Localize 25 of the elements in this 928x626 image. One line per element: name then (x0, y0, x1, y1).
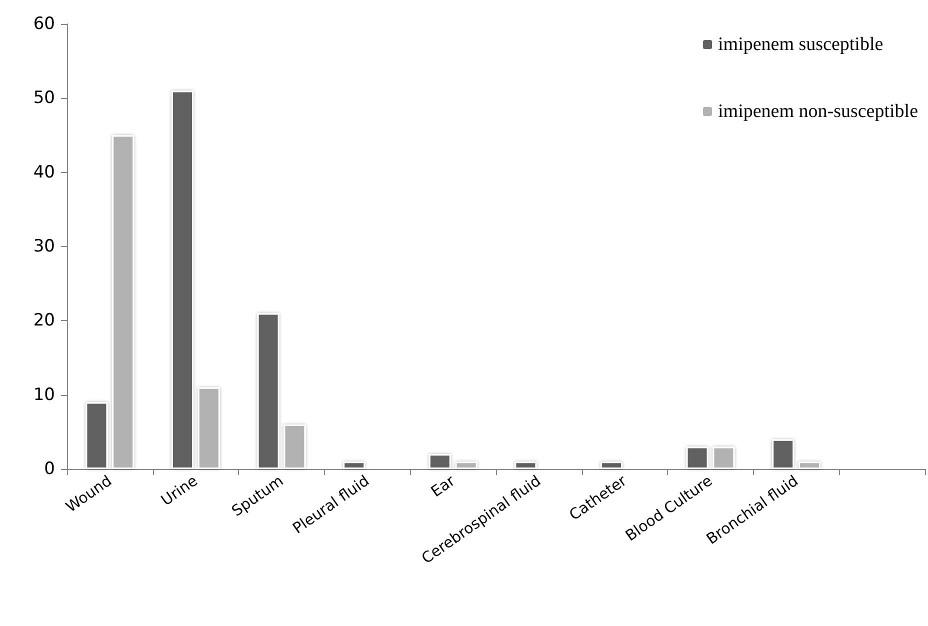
y-tick-label: 40 (33, 162, 55, 182)
bar (798, 462, 820, 469)
bar (600, 462, 622, 469)
bar (455, 462, 478, 469)
bar (772, 439, 794, 469)
bar (514, 462, 537, 469)
bar (712, 446, 735, 469)
bar (198, 387, 220, 469)
legend-label: imipenem non-susceptible (718, 101, 918, 122)
bar (112, 135, 134, 469)
bar (172, 90, 194, 469)
bar (428, 454, 451, 469)
y-tick-label: 0 (44, 459, 55, 479)
x-tick-label: Ear (428, 471, 459, 501)
y-tick-label: 10 (33, 384, 55, 405)
legend-label: imipenem susceptible (718, 34, 884, 55)
y-tick-label: 30 (33, 236, 55, 256)
bar (343, 462, 366, 469)
bar (257, 313, 280, 469)
bar (86, 402, 108, 469)
y-tick-label: 50 (33, 88, 55, 108)
bar (686, 446, 708, 469)
bar (284, 424, 306, 469)
y-tick-label: 60 (33, 14, 55, 34)
y-tick-label: 20 (33, 310, 55, 331)
